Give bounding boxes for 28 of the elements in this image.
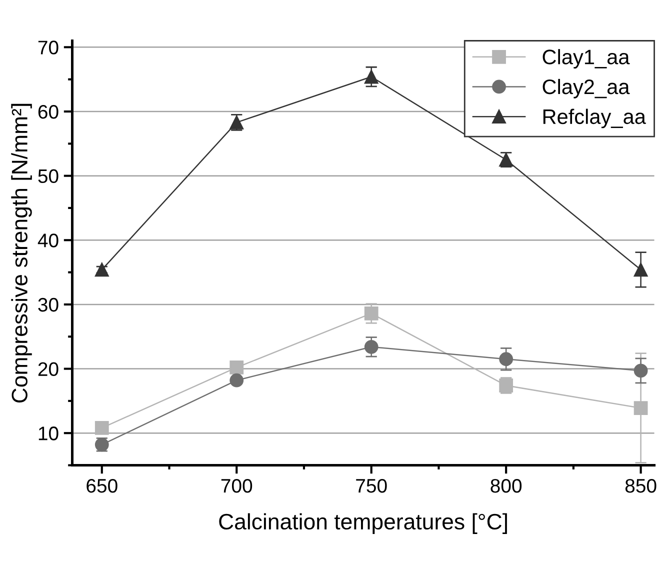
legend-label: Clay1_aa — [542, 49, 630, 69]
x-tick-label: 700 — [221, 478, 252, 493]
y-tick-label: 50 — [38, 169, 58, 184]
legend-label: Refclay_aa — [543, 108, 646, 128]
point — [634, 401, 648, 415]
point — [364, 340, 378, 354]
point — [364, 70, 378, 84]
x-axis-title: Calcination temperatures [°C] — [219, 513, 507, 534]
point — [230, 373, 244, 388]
y-axis-title: Compressive strength [N/mm²] — [11, 104, 32, 403]
x-tick-label: 650 — [86, 478, 118, 493]
y-tick-label: 30 — [38, 298, 58, 312]
legend-label: Clay2_aa — [542, 78, 630, 98]
point — [499, 352, 514, 366]
point — [94, 262, 109, 277]
point — [634, 262, 648, 277]
y-tick-label: 40 — [38, 234, 58, 248]
x-tick-label: 850 — [625, 478, 656, 493]
y-tick-label: 10 — [38, 426, 58, 440]
y-tick-label: 60 — [38, 104, 58, 119]
point — [230, 360, 244, 374]
point — [634, 364, 648, 378]
y-tick-label: 20 — [38, 362, 58, 376]
point — [94, 421, 109, 435]
x-tick-label: 800 — [490, 478, 522, 493]
y-tick-label: 70 — [38, 40, 58, 54]
x-tick-label: 750 — [356, 478, 387, 493]
point — [364, 306, 378, 320]
